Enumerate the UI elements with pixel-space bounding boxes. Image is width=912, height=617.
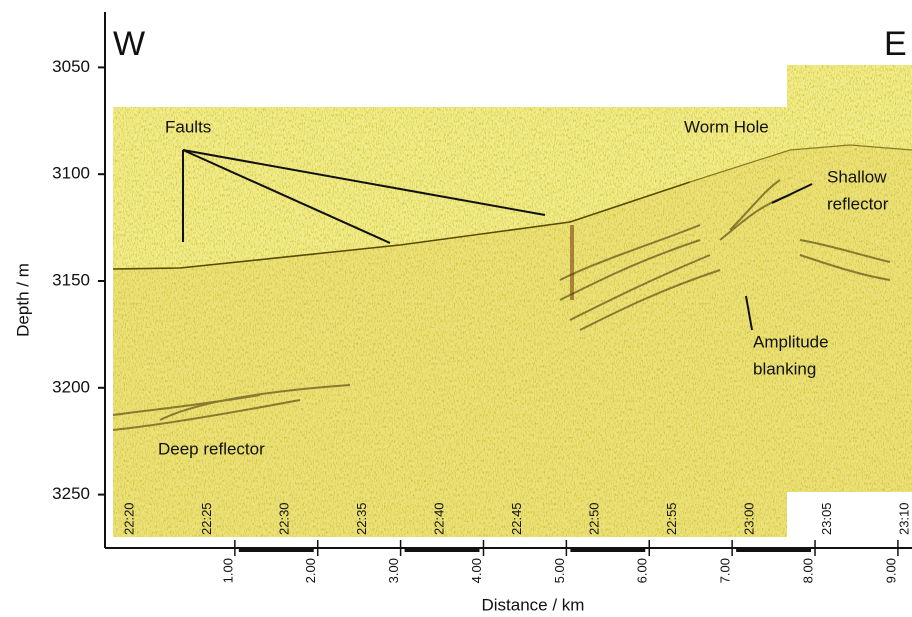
x-tick-label: 5.00	[552, 558, 567, 583]
y-tick-label: 3050	[52, 57, 90, 76]
annotation: blanking	[753, 359, 816, 378]
y-tick-label: 3150	[52, 270, 90, 289]
time-label: 22:45	[509, 502, 524, 535]
y-tick-label: 3250	[52, 484, 90, 503]
east-label: E	[884, 25, 907, 63]
x-tick-label: 9.00	[883, 558, 898, 583]
leader-lines	[182, 149, 813, 331]
annotation: Amplitude	[753, 332, 829, 351]
x-tick-label: 6.00	[635, 558, 650, 583]
time-label: 22:55	[664, 502, 679, 535]
time-label: 23:10	[896, 502, 911, 535]
seismic-section	[113, 65, 912, 537]
time-label: 22:30	[276, 502, 291, 535]
x-tick-label: 2.00	[303, 558, 318, 583]
annotation: Deep reflector	[158, 439, 265, 458]
annotation: Shallow	[827, 167, 887, 186]
scale-bar	[404, 547, 480, 552]
x-tick-label: 3.00	[386, 558, 401, 583]
y-axis-title: Depth / m	[13, 263, 32, 337]
x-tick-label: 4.00	[469, 558, 484, 583]
y-tick-label: 3100	[52, 164, 90, 183]
time-label: 22:50	[586, 502, 601, 535]
x-tick-label: 1.00	[220, 558, 235, 583]
x-axis-title: Distance / km	[482, 595, 585, 614]
time-label: 23:00	[741, 502, 756, 535]
y-tick-label: 3200	[52, 377, 90, 396]
x-tick-label: 7.00	[718, 558, 733, 583]
annotation: Worm Hole	[684, 117, 769, 136]
time-label: 23:05	[819, 502, 834, 535]
west-label: W	[113, 25, 145, 63]
annotation: reflector	[827, 194, 889, 213]
time-label: 22:20	[121, 502, 136, 535]
scale-bar	[736, 547, 812, 552]
annotation: Faults	[165, 117, 211, 136]
scale-bar	[238, 547, 314, 552]
time-label: 22:35	[354, 502, 369, 535]
time-label: 22:25	[199, 502, 214, 535]
scale-bar	[570, 547, 646, 552]
time-label: 22:40	[431, 502, 446, 535]
x-tick-label: 8.00	[800, 558, 815, 583]
